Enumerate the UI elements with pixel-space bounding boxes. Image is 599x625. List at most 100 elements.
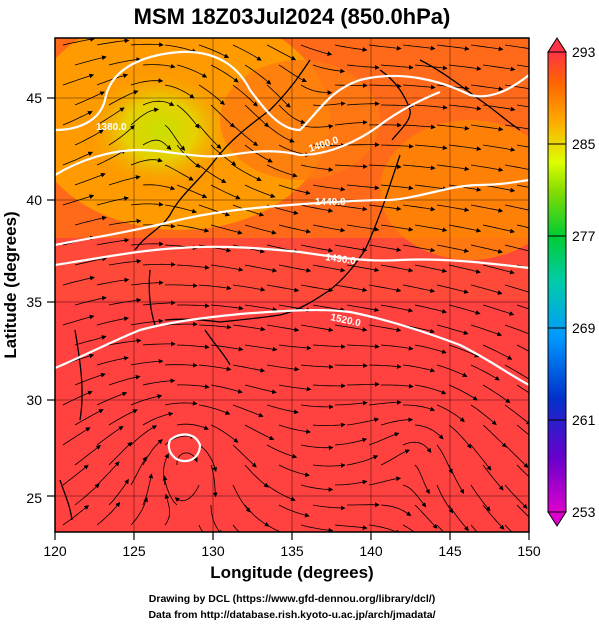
streamline bbox=[244, 424, 275, 441]
streamline bbox=[380, 449, 411, 466]
streamline bbox=[176, 264, 210, 270]
streamline bbox=[176, 344, 210, 350]
streamline bbox=[334, 120, 368, 126]
streamline bbox=[108, 478, 129, 506]
streamline bbox=[108, 374, 141, 386]
streamline bbox=[470, 404, 497, 426]
streamline bbox=[504, 164, 529, 170]
streamline bbox=[232, 84, 258, 107]
streamline bbox=[504, 404, 529, 425]
streamline bbox=[278, 104, 306, 125]
streamline bbox=[368, 324, 402, 333]
streamline bbox=[436, 244, 470, 253]
streamline bbox=[232, 404, 264, 418]
streamline bbox=[62, 390, 93, 406]
streamline bbox=[470, 284, 503, 295]
streamline bbox=[244, 224, 277, 235]
streamline bbox=[232, 44, 262, 61]
streamline bbox=[368, 432, 400, 446]
colorbar-max-arrow bbox=[547, 37, 567, 53]
streamline bbox=[96, 461, 120, 486]
streamline bbox=[198, 444, 218, 473]
streamline bbox=[244, 464, 269, 488]
streamline bbox=[470, 84, 504, 92]
streamline bbox=[402, 124, 436, 130]
streamline bbox=[312, 304, 346, 312]
streamline bbox=[130, 425, 158, 446]
streamline bbox=[232, 444, 257, 468]
streamline bbox=[74, 295, 107, 306]
streamline bbox=[164, 321, 198, 327]
streamline bbox=[380, 504, 412, 516]
streamline bbox=[266, 44, 297, 61]
contour-label: 1490.0 bbox=[325, 252, 357, 267]
streamline bbox=[74, 335, 107, 346]
streamline bbox=[368, 364, 402, 369]
streamline bbox=[346, 344, 380, 349]
height-contours bbox=[55, 50, 529, 463]
streamline bbox=[334, 363, 368, 368]
streamline bbox=[380, 344, 414, 351]
streamline bbox=[312, 264, 346, 273]
streamline bbox=[266, 164, 298, 178]
streamline bbox=[414, 344, 447, 354]
streamline bbox=[368, 44, 402, 51]
streamline bbox=[74, 483, 100, 506]
streamline bbox=[164, 400, 198, 406]
streamline bbox=[278, 224, 311, 234]
streamline bbox=[436, 164, 470, 172]
streamline bbox=[244, 344, 278, 352]
streamline bbox=[164, 493, 170, 526]
streamline bbox=[334, 524, 368, 530]
y-tick-label: 40 bbox=[26, 192, 42, 208]
streamline bbox=[300, 444, 334, 451]
streamline bbox=[278, 184, 311, 195]
streamline bbox=[164, 204, 197, 214]
streamline bbox=[436, 484, 454, 514]
streamline bbox=[504, 204, 529, 211]
streamline bbox=[368, 400, 402, 406]
streamline bbox=[278, 344, 312, 351]
streamline bbox=[346, 64, 380, 70]
streamline bbox=[108, 57, 142, 66]
streamline bbox=[164, 44, 197, 54]
streamline bbox=[96, 107, 125, 126]
streamline bbox=[210, 424, 239, 443]
streamline bbox=[516, 104, 529, 108]
x-axis-label: Longitude (degrees) bbox=[210, 563, 373, 582]
streamline bbox=[504, 484, 528, 509]
streamline bbox=[470, 444, 492, 471]
streamline bbox=[74, 409, 104, 426]
streamline bbox=[482, 424, 507, 448]
streamline bbox=[312, 463, 346, 468]
streamline bbox=[130, 107, 159, 126]
streamline bbox=[164, 283, 198, 288]
axis-ticks bbox=[47, 97, 530, 540]
streamline bbox=[346, 304, 380, 313]
streamline bbox=[62, 111, 93, 126]
streamline bbox=[402, 44, 436, 51]
streamline bbox=[74, 91, 105, 106]
streamline bbox=[108, 258, 142, 266]
streamline bbox=[62, 314, 95, 326]
streamline bbox=[278, 424, 311, 434]
streamline bbox=[504, 244, 529, 252]
streamline bbox=[414, 504, 438, 529]
streamline bbox=[300, 284, 334, 293]
streamline bbox=[130, 157, 163, 166]
streamline bbox=[380, 184, 414, 191]
streamline bbox=[210, 184, 241, 200]
streamline bbox=[164, 84, 195, 99]
streamline bbox=[402, 164, 436, 171]
streamline bbox=[516, 64, 529, 68]
streamline bbox=[436, 324, 469, 335]
streamline bbox=[174, 484, 200, 503]
streamline bbox=[96, 149, 126, 166]
streamline bbox=[470, 124, 504, 132]
streamline bbox=[402, 244, 436, 253]
x-tick-label: 120 bbox=[43, 543, 67, 559]
streamline bbox=[74, 129, 104, 146]
streamline bbox=[108, 90, 139, 106]
colorbar-tick-label: 253 bbox=[572, 504, 596, 520]
streamline bbox=[482, 184, 516, 193]
